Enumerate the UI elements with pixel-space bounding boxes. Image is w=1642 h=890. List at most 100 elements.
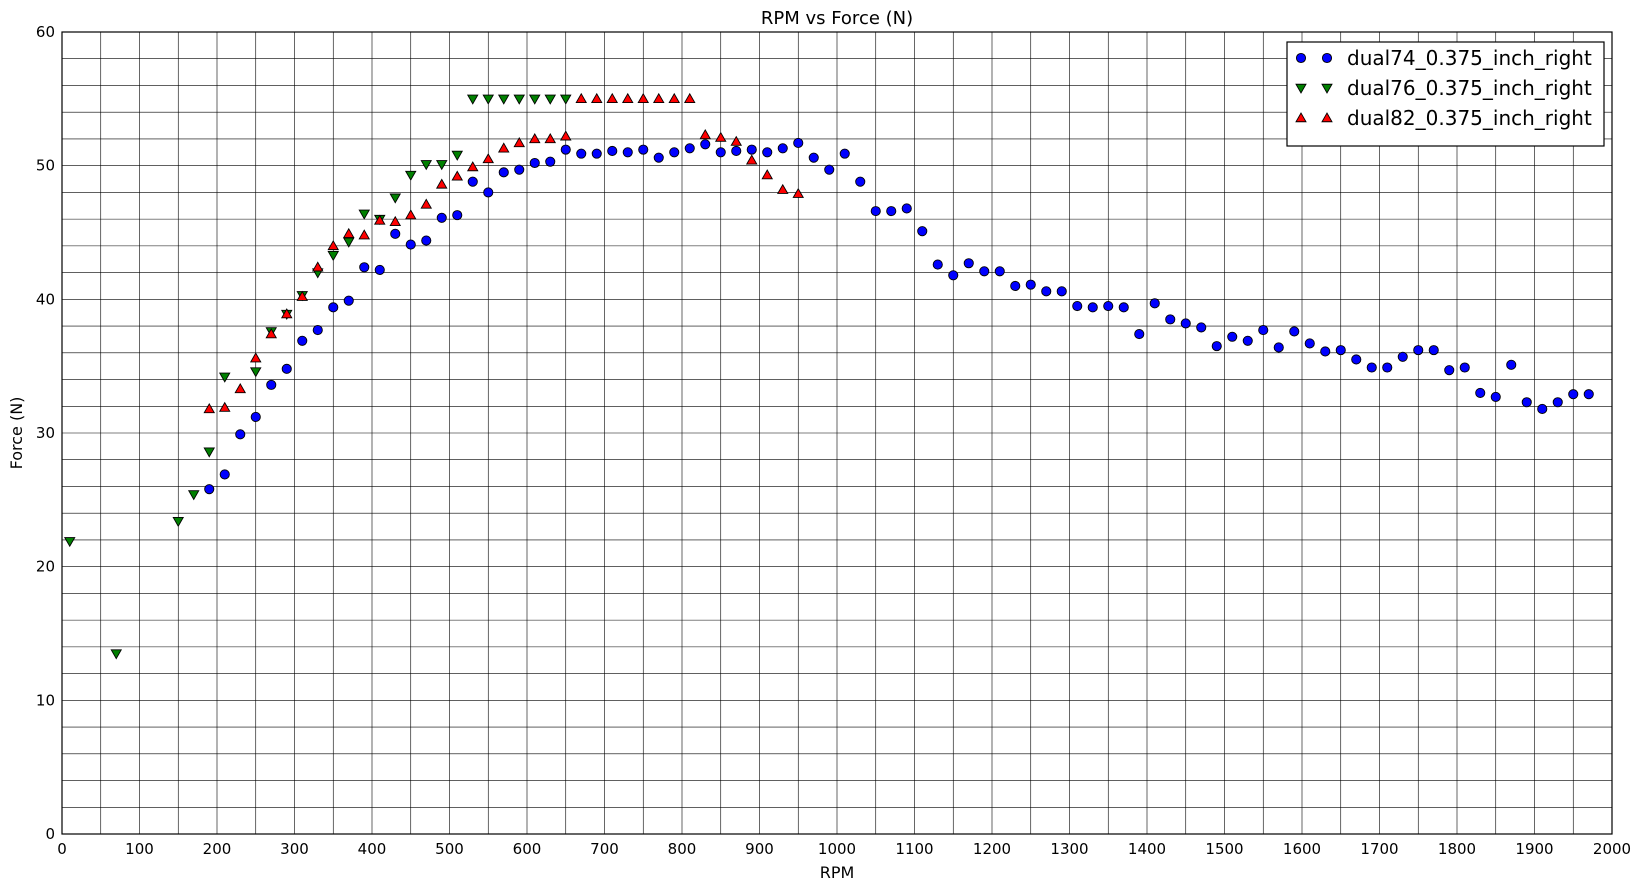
data-point	[420, 198, 433, 209]
data-point	[327, 251, 340, 262]
data-point	[637, 92, 650, 104]
data-point	[265, 328, 278, 339]
plot-frame	[61, 31, 1613, 835]
data-point	[1490, 391, 1501, 402]
data-point	[1521, 397, 1532, 408]
data-point	[421, 235, 432, 246]
data-point	[591, 148, 602, 159]
legend: dual74_0.375_inch_right dual76_0.375_inch…	[1286, 41, 1605, 147]
chart-title: RPM vs Force (N)	[761, 8, 913, 29]
data-point	[699, 129, 712, 140]
data-point	[482, 153, 495, 164]
data-point	[1304, 338, 1315, 349]
y-tick-label: 10	[36, 691, 55, 709]
data-point	[824, 164, 835, 175]
data-point	[203, 403, 216, 414]
data-point	[1459, 362, 1470, 373]
x-tick-label: 300	[280, 840, 309, 858]
data-point	[560, 144, 571, 155]
data-point	[746, 144, 757, 155]
y-axis-title: Force (N)	[7, 397, 26, 470]
data-point	[622, 147, 633, 158]
data-point	[280, 308, 293, 319]
data-point	[576, 148, 587, 159]
series-1	[204, 137, 1594, 495]
data-point	[1149, 298, 1160, 309]
data-point	[1227, 331, 1238, 342]
data-point	[762, 147, 773, 158]
data-point	[1072, 300, 1083, 312]
data-point	[514, 164, 525, 175]
data-point	[1289, 326, 1300, 337]
x-tick-label: 0	[57, 840, 67, 858]
legend-marker	[1295, 112, 1307, 123]
x-tick-label: 100	[125, 840, 154, 858]
x-tick-label: 1700	[1360, 840, 1398, 858]
data-point	[358, 209, 371, 220]
data-point	[917, 226, 928, 237]
data-point	[467, 176, 478, 187]
data-point	[172, 517, 185, 528]
data-point	[621, 92, 634, 104]
y-tick-label: 30	[36, 424, 55, 442]
data-point	[544, 94, 557, 105]
y-tick-label: 50	[36, 157, 55, 175]
data-point	[590, 92, 603, 104]
data-point	[281, 363, 292, 374]
y-tick-label: 60	[36, 23, 55, 41]
data-point	[870, 206, 881, 217]
data-point	[776, 183, 789, 194]
data-point	[404, 170, 417, 181]
data-point	[358, 229, 371, 240]
x-tick-label: 600	[513, 840, 542, 858]
data-point	[219, 469, 230, 480]
data-point	[529, 157, 540, 169]
y-tick-label: 20	[36, 558, 55, 576]
data-point	[714, 131, 727, 142]
legend-entry: dual82_0.375_inch_right	[1295, 106, 1592, 130]
data-point	[1134, 329, 1145, 340]
data-point	[684, 143, 695, 154]
data-point	[110, 649, 123, 660]
data-point	[559, 94, 572, 105]
legend-label: dual74_0.375_inch_right	[1347, 46, 1592, 70]
data-point	[1506, 359, 1517, 370]
x-tick-label: 1200	[973, 840, 1011, 858]
data-point	[404, 209, 417, 220]
data-point	[855, 176, 866, 187]
data-point	[187, 490, 200, 501]
legend-entry: dual76_0.375_inch_right	[1295, 76, 1592, 100]
data-point	[466, 161, 479, 172]
data-point	[249, 352, 262, 363]
data-point	[715, 147, 726, 158]
x-tick-label: 1300	[1050, 840, 1088, 858]
data-point	[312, 325, 323, 336]
data-point	[343, 295, 354, 306]
legend-box	[1286, 41, 1605, 147]
data-point	[528, 94, 541, 105]
data-point	[1180, 318, 1191, 329]
data-point	[234, 382, 247, 394]
data-point	[327, 239, 340, 251]
data-point	[545, 156, 556, 167]
data-point	[420, 160, 433, 171]
x-tick-label: 700	[590, 840, 619, 858]
data-point	[497, 142, 510, 153]
data-point	[359, 262, 370, 273]
data-point	[1351, 354, 1362, 365]
data-point	[683, 92, 696, 104]
data-point	[436, 212, 447, 223]
data-point	[606, 92, 619, 104]
x-tick-label: 2000	[1593, 840, 1631, 858]
data-point	[1475, 387, 1486, 398]
data-point	[1335, 345, 1346, 356]
y-tick-label: 40	[36, 290, 55, 308]
data-point	[203, 447, 216, 458]
data-point	[808, 152, 819, 163]
data-point	[1258, 325, 1269, 336]
data-point	[1025, 279, 1036, 290]
legend-label: dual76_0.375_inch_right	[1347, 76, 1592, 100]
data-point	[1320, 346, 1331, 357]
data-point	[793, 137, 804, 148]
data-point	[607, 145, 618, 157]
